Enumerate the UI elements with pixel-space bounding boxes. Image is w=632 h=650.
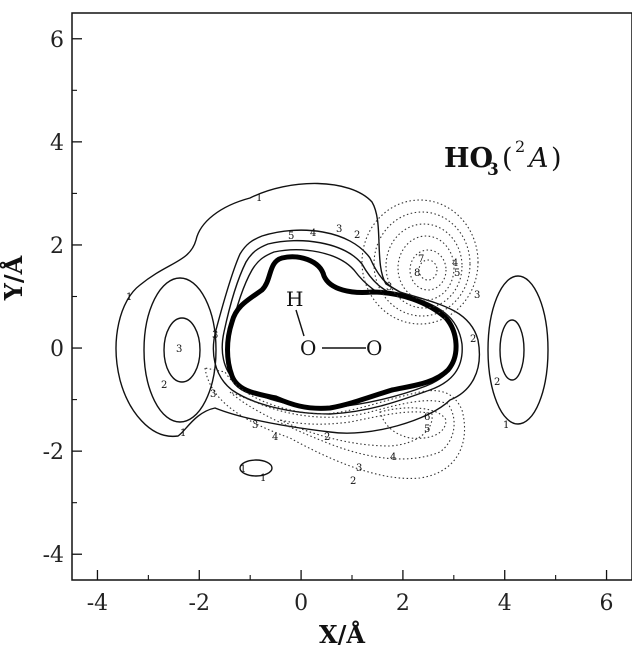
y-axis-ticks: -4 -2 0 2 4 6 (43, 28, 82, 568)
contour-label: 2 (470, 334, 476, 345)
contour-label: 2 (354, 230, 360, 241)
contour-label: 5 (424, 424, 430, 435)
contour-dot-low-3 (279, 411, 433, 447)
contour-label: 3 (212, 330, 218, 341)
contour-label: 3 (176, 344, 182, 355)
contour-label: 4 (390, 452, 396, 463)
state-close-paren: ) (551, 143, 562, 174)
y-tick-label: -2 (43, 440, 64, 465)
x-axis-ticks: -4 -2 0 2 4 6 (87, 570, 614, 616)
contour-solid-2 (212, 229, 463, 415)
x-tick-label: -4 (87, 591, 108, 616)
contour-dot-ur-3 (385, 223, 463, 309)
contour-label: 5 (454, 268, 460, 279)
contour-left-lobe-outer (143, 277, 217, 423)
contour-dot-low-1 (204, 367, 466, 480)
species-annotation: HO 3 ( 2 A ) (444, 137, 562, 180)
contour-label: 1 (240, 464, 246, 475)
species-subscript: 3 (487, 160, 499, 180)
contour-dot-ur-5 (409, 249, 447, 291)
contour-label: 1 (503, 420, 509, 431)
contour-dot-ur-4 (397, 235, 455, 301)
state-superscript: 2 (515, 137, 525, 156)
contour-label: 2 (161, 380, 167, 391)
x-tick-label: 6 (600, 591, 614, 616)
y-tick-label: 0 (50, 337, 64, 362)
atom-h: H (286, 287, 303, 311)
contour-lines (115, 182, 549, 480)
contour-label: 1 (256, 193, 262, 204)
y-tick-label: 6 (50, 28, 64, 53)
species-main: HO (444, 143, 493, 174)
contour-label: 3 (210, 389, 216, 400)
contour-label: 4 (310, 228, 316, 239)
x-tick-label: 2 (396, 591, 410, 616)
y-tick-label: -4 (43, 543, 64, 568)
contour-label: 6 (424, 412, 430, 423)
y-axis-label: Y/Å (0, 255, 28, 301)
contour-solid-outer (115, 182, 480, 437)
contour-dot-ur-2 (373, 211, 471, 317)
contour-label: 2 (350, 476, 356, 487)
contour-label: 2 (494, 377, 500, 388)
contour-solid-3 (221, 239, 457, 409)
contour-label: 1 (126, 292, 132, 303)
contour-islet (239, 459, 273, 477)
contour-label: 7 (418, 254, 424, 265)
contour-label: 3 (386, 282, 392, 293)
contour-dot-ur-6 (418, 259, 438, 281)
contour-label: 1 (180, 428, 186, 439)
bond-h-o (295, 309, 305, 337)
x-tick-label: -2 (189, 591, 210, 616)
x-tick-label: 4 (498, 591, 512, 616)
contour-label: 4 (452, 258, 458, 269)
x-axis-label: X/Å (319, 620, 365, 649)
state-symbol: A (526, 143, 549, 174)
molecule: H O O (286, 287, 382, 360)
contour-right-lobe-outer (487, 275, 549, 425)
contour-label: 1 (260, 473, 266, 484)
contour-label: 8 (414, 268, 420, 279)
contour-label: 2 (324, 432, 330, 443)
contour-label: 5 (288, 231, 294, 242)
contour-dot-ur-1 (361, 199, 479, 325)
contour-left-lobe-inner (163, 317, 201, 383)
contour-right-lobe-inner (499, 319, 525, 381)
contour-dot-low-4 (379, 407, 447, 439)
contour-level-labels: 1 1 3 2 1 3 3 3 4 5 4 3 2 3 7 8 4 5 3 2 … (126, 193, 509, 487)
x-tick-label: 0 (294, 591, 308, 616)
contour-label: 3 (252, 420, 258, 431)
contour-label: 3 (336, 224, 342, 235)
atom-o-1: O (300, 336, 316, 360)
y-tick-label: 4 (50, 131, 64, 156)
atom-o-2: O (366, 336, 382, 360)
contour-label: 3 (474, 290, 480, 301)
molecule-boundary (225, 254, 459, 411)
contour-label: 4 (272, 432, 278, 443)
contour-label: 3 (356, 463, 362, 474)
y-tick-label: 2 (50, 234, 64, 259)
state-open-paren: ( (502, 143, 513, 174)
